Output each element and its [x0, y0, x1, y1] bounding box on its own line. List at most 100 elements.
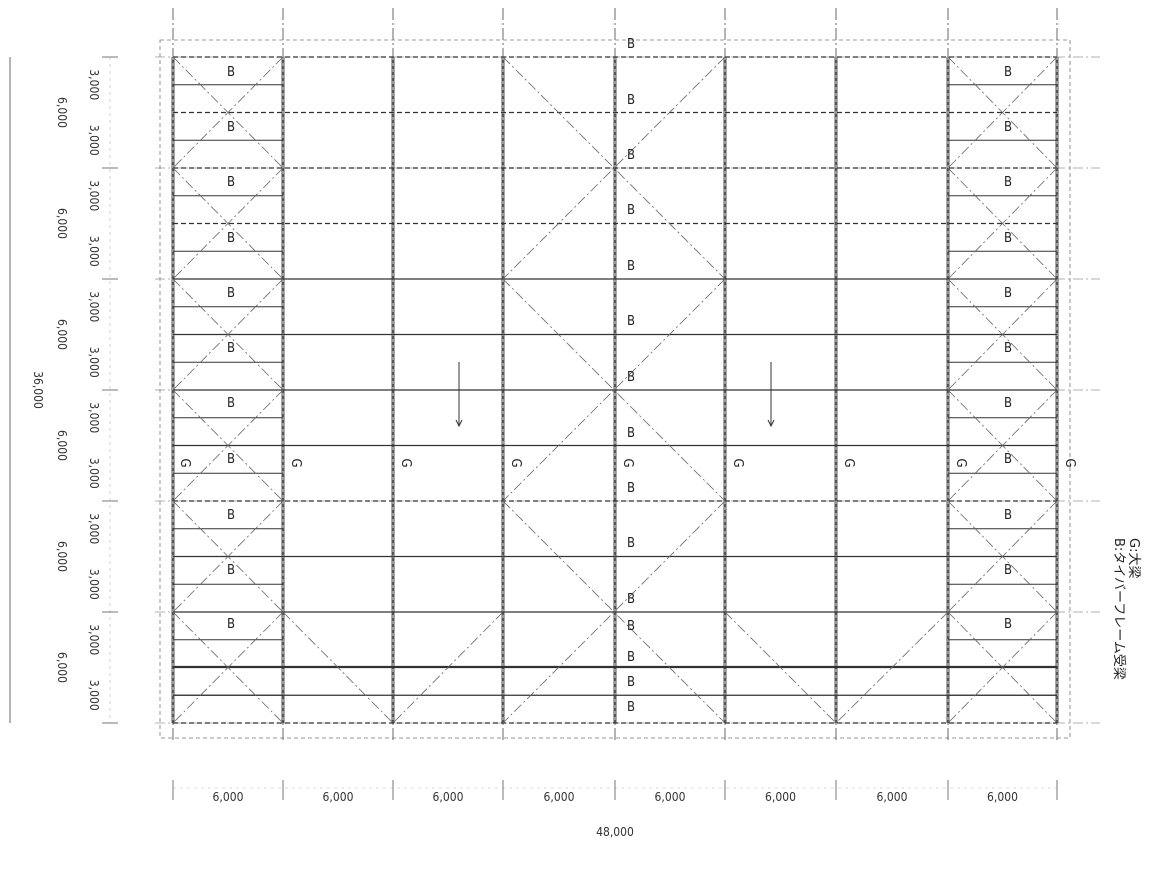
girder-label: G [730, 458, 745, 467]
dimension-bay-x: 6,000 [213, 790, 244, 804]
beam-label: B [227, 65, 235, 80]
beam-label: B [1004, 563, 1012, 578]
beam-label: B [627, 37, 635, 52]
center-brace [502, 500, 726, 724]
legend: G:大梁 B:タイバーフレーム受梁 [1111, 538, 1141, 680]
center-brace [502, 500, 726, 724]
beams [171, 56, 1059, 724]
end-bay-brace [172, 500, 284, 613]
end-bay-brace [172, 56, 284, 169]
end-bay-brace [172, 389, 284, 502]
center-brace [502, 278, 726, 502]
end-bay-brace [947, 278, 1058, 391]
dimension-bay-y: 6,000 [55, 97, 69, 128]
girder-label: G [288, 458, 303, 467]
beam-label: B [627, 675, 635, 690]
dimension-bay-x: 6,000 [987, 790, 1018, 804]
center-brace [502, 278, 726, 502]
braces [172, 56, 1058, 724]
beam-label: B [227, 617, 235, 632]
girder-label: G [177, 458, 192, 467]
beam-label: B [1004, 120, 1012, 135]
beam-label: B [227, 452, 235, 467]
beam-label: B [627, 203, 635, 218]
beam-label: B [227, 286, 235, 301]
dimension-half-y: 3,000 [87, 236, 101, 267]
beam-label: B [1004, 396, 1012, 411]
beam-label: B [227, 396, 235, 411]
dimension-bay-x: 6,000 [655, 790, 686, 804]
girder-label: G [1062, 458, 1077, 467]
beam-label: B [227, 341, 235, 356]
lower-brace [282, 611, 394, 724]
slope-arrowhead [767, 419, 775, 428]
beam-label: B [627, 93, 635, 108]
dimensions: 6,000 6,000 6,000 6,000 6,000 6,000 6,000 6,000… [9, 56, 1058, 839]
girder-label: G [508, 458, 523, 467]
legend-line-girder: G:大梁 [1126, 538, 1141, 578]
beam-label: B [1004, 65, 1012, 80]
dimension-half-y: 3,000 [87, 291, 101, 322]
beam-label: B [227, 563, 235, 578]
beam-label: B [627, 259, 635, 274]
beam-label: B [1004, 617, 1012, 632]
dimension-half-y: 3,000 [87, 347, 101, 378]
beam-label: B [627, 536, 635, 551]
dimension-half-y: 3,000 [87, 180, 101, 211]
dimension-bay-y: 6,000 [55, 652, 69, 683]
girder-label: G [620, 458, 635, 467]
lower-brace [724, 611, 837, 724]
beam-label: B [627, 650, 635, 665]
end-bay-brace [172, 278, 284, 391]
center-brace [502, 56, 726, 280]
end-bay-brace [947, 611, 1058, 724]
beam-label: B [627, 481, 635, 496]
beam-label: B [627, 148, 635, 163]
beam-label: B [627, 700, 635, 715]
beam-label: B [1004, 231, 1012, 246]
beam-label: B [627, 592, 635, 607]
dimension-half-y: 3,000 [87, 458, 101, 489]
beam-label: B [1004, 508, 1012, 523]
dimension-bay-y: 6,000 [55, 430, 69, 461]
dimension-half-y: 3,000 [87, 402, 101, 433]
end-bay-brace [947, 56, 1058, 169]
dimension-bay-x: 6,000 [433, 790, 464, 804]
dimension-bay-y: 6,000 [55, 319, 69, 350]
legend-line-beam: B:タイバーフレーム受梁 [1111, 538, 1126, 680]
center-brace [502, 56, 726, 280]
beam-label: B [227, 231, 235, 246]
end-bay-brace [172, 611, 284, 724]
dimension-bay-x: 6,000 [765, 790, 796, 804]
dimension-half-y: 3,000 [87, 624, 101, 655]
beam-label: B [1004, 286, 1012, 301]
labels: G G G G G G G G GB BB BB BB BB BB BB BB BB BB BB BBBBBBBBBB… [177, 37, 1077, 715]
beam-label: B [227, 175, 235, 190]
dimension-half-y: 3,000 [87, 69, 101, 100]
beam-label: B [1004, 175, 1012, 190]
beam-label: B [627, 426, 635, 441]
lower-brace [392, 611, 504, 724]
slope-arrowhead [455, 419, 463, 428]
marks [455, 362, 775, 428]
beam-label: B [227, 508, 235, 523]
dimension-half-y: 3,000 [87, 569, 101, 600]
beam-label: B [627, 370, 635, 385]
dimension-total-y: 36,000 [31, 371, 45, 409]
end-bay-brace [947, 389, 1058, 502]
beam-label: B [627, 314, 635, 329]
dimension-bay-y: 6,000 [55, 208, 69, 239]
end-bay-brace [947, 500, 1058, 613]
end-bay-brace [172, 167, 284, 280]
dimension-bay-x: 6,000 [877, 790, 908, 804]
outline [159, 39, 1071, 739]
dimension-half-y: 3,000 [87, 680, 101, 711]
girder-label: G [398, 458, 413, 467]
dimension-total-x: 48,000 [596, 825, 634, 839]
dimension-bay-x: 6,000 [323, 790, 354, 804]
lower-brace [835, 611, 949, 724]
beam-label: B [1004, 452, 1012, 467]
dimension-bay-y: 6,000 [55, 541, 69, 572]
dimension-bay-x: 6,000 [544, 790, 575, 804]
